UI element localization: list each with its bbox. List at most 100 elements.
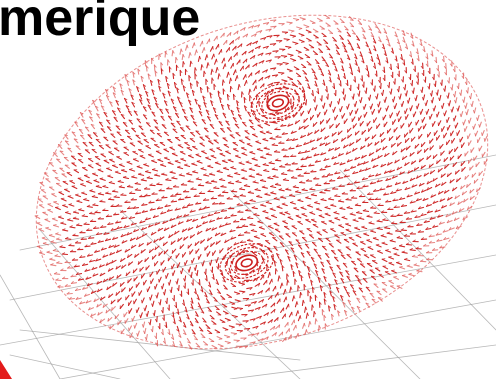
flow-arrow-head — [260, 178, 264, 181]
flow-arrow — [446, 172, 452, 178]
flow-arrow — [286, 139, 293, 142]
flow-arrow-head — [100, 128, 105, 130]
flow-arrow — [132, 207, 140, 209]
flow-arrow-head — [249, 42, 252, 46]
flow-arrow-head — [44, 218, 49, 220]
flow-arrow — [160, 211, 167, 215]
flow-arrow — [353, 181, 360, 184]
flow-arrow-head — [328, 283, 332, 286]
flow-arrow-head — [71, 185, 76, 187]
flow-arrow — [337, 310, 340, 317]
flow-arrow-head — [439, 82, 443, 86]
flow-arrow — [186, 92, 189, 99]
flow-arrow — [102, 185, 109, 189]
flow-arrow-head — [295, 19, 300, 22]
flow-arrow — [123, 146, 130, 151]
flow-arrow — [265, 52, 272, 55]
flow-arrow — [179, 316, 182, 323]
flow-arrow-head — [103, 278, 105, 283]
flow-arrow — [365, 286, 371, 292]
flow-arrow — [390, 191, 397, 195]
flow-arrow — [49, 258, 56, 261]
flow-arrow-head — [463, 198, 465, 203]
flow-arrow-head — [139, 194, 143, 198]
flow-arrow — [426, 53, 429, 60]
flow-arrow — [120, 211, 127, 213]
flow-arrow-head — [165, 76, 169, 79]
flow-arrow — [224, 216, 231, 219]
flow-arrow — [273, 222, 280, 227]
flow-arrow — [126, 186, 134, 188]
flow-arrow-head — [378, 85, 382, 89]
flow-arrow — [227, 103, 230, 110]
flow-arrow-head — [263, 146, 268, 149]
flow-arrow — [94, 156, 101, 161]
flow-arrow — [463, 198, 469, 203]
flow-arrow — [212, 273, 215, 280]
flow-arrow-head — [68, 243, 72, 246]
flow-arrow-head — [421, 189, 424, 193]
flow-arrow — [45, 227, 52, 231]
flow-arrow — [299, 291, 302, 299]
flow-arrow-head — [267, 96, 270, 101]
flow-arrow-head — [210, 100, 214, 103]
flow-arrow — [328, 220, 335, 224]
flow-arrow-head — [233, 333, 237, 336]
flow-arrow — [132, 151, 139, 155]
flow-arrow-head — [253, 212, 257, 216]
flow-arrow — [208, 338, 215, 343]
flow-arrow — [114, 171, 121, 175]
flow-arrow-head — [280, 72, 285, 75]
flow-arrow-head — [423, 79, 426, 83]
flow-arrow — [377, 297, 383, 302]
flow-arrow — [98, 264, 105, 268]
flow-arrow-head — [153, 119, 158, 121]
ellipsoid-outline — [35, 14, 489, 350]
flow-arrow-head — [263, 168, 267, 171]
flow-arrow — [321, 32, 327, 38]
flow-arrow — [265, 131, 272, 135]
flow-arrow-head — [453, 93, 456, 98]
flow-arrow — [262, 22, 270, 25]
flow-arrow-head — [71, 258, 75, 261]
flow-arrow-head — [197, 183, 202, 186]
flow-arrow-head — [188, 75, 192, 79]
flow-arrow-head — [406, 100, 409, 104]
flow-arrow-head — [360, 78, 363, 82]
flow-arrow-head — [128, 110, 132, 113]
flow-arrow-head — [423, 173, 426, 177]
flow-arrow — [163, 337, 166, 344]
flow-arrow-head — [447, 102, 450, 107]
flow-arrow — [331, 313, 333, 321]
flow-arrow — [82, 141, 88, 147]
flow-arrow — [359, 241, 366, 245]
flow-arrow-head — [188, 154, 192, 157]
flow-arrow — [400, 53, 403, 61]
flow-arrow — [62, 204, 69, 208]
flow-arrow-head — [164, 156, 168, 159]
flow-arrow — [227, 56, 232, 62]
flow-arrow-head — [403, 233, 408, 237]
flow-arrow — [108, 276, 115, 281]
flow-arrow — [387, 161, 393, 166]
flow-arrow — [302, 322, 305, 329]
flow-arrow — [273, 260, 276, 267]
flow-arrow — [343, 72, 346, 80]
flow-arrow — [255, 141, 262, 145]
flow-arrow-head — [231, 303, 236, 305]
flow-arrow-head — [346, 275, 351, 278]
flow-arrow-head — [411, 161, 413, 165]
flow-arrow-head — [377, 31, 382, 34]
flow-arrow-head — [72, 233, 76, 236]
flow-arrow — [452, 187, 458, 192]
flow-arrow — [181, 108, 186, 115]
flow-arrow-head — [376, 179, 380, 183]
flow-arrow-head — [211, 77, 214, 81]
flow-arrow-head — [399, 196, 402, 200]
flow-arrow-head — [449, 63, 453, 67]
flow-arrow-head — [136, 86, 140, 89]
flow-arrow — [120, 217, 128, 220]
flow-arrow — [377, 27, 382, 34]
flow-arrow-head — [446, 219, 450, 224]
flow-arrow — [161, 124, 167, 129]
